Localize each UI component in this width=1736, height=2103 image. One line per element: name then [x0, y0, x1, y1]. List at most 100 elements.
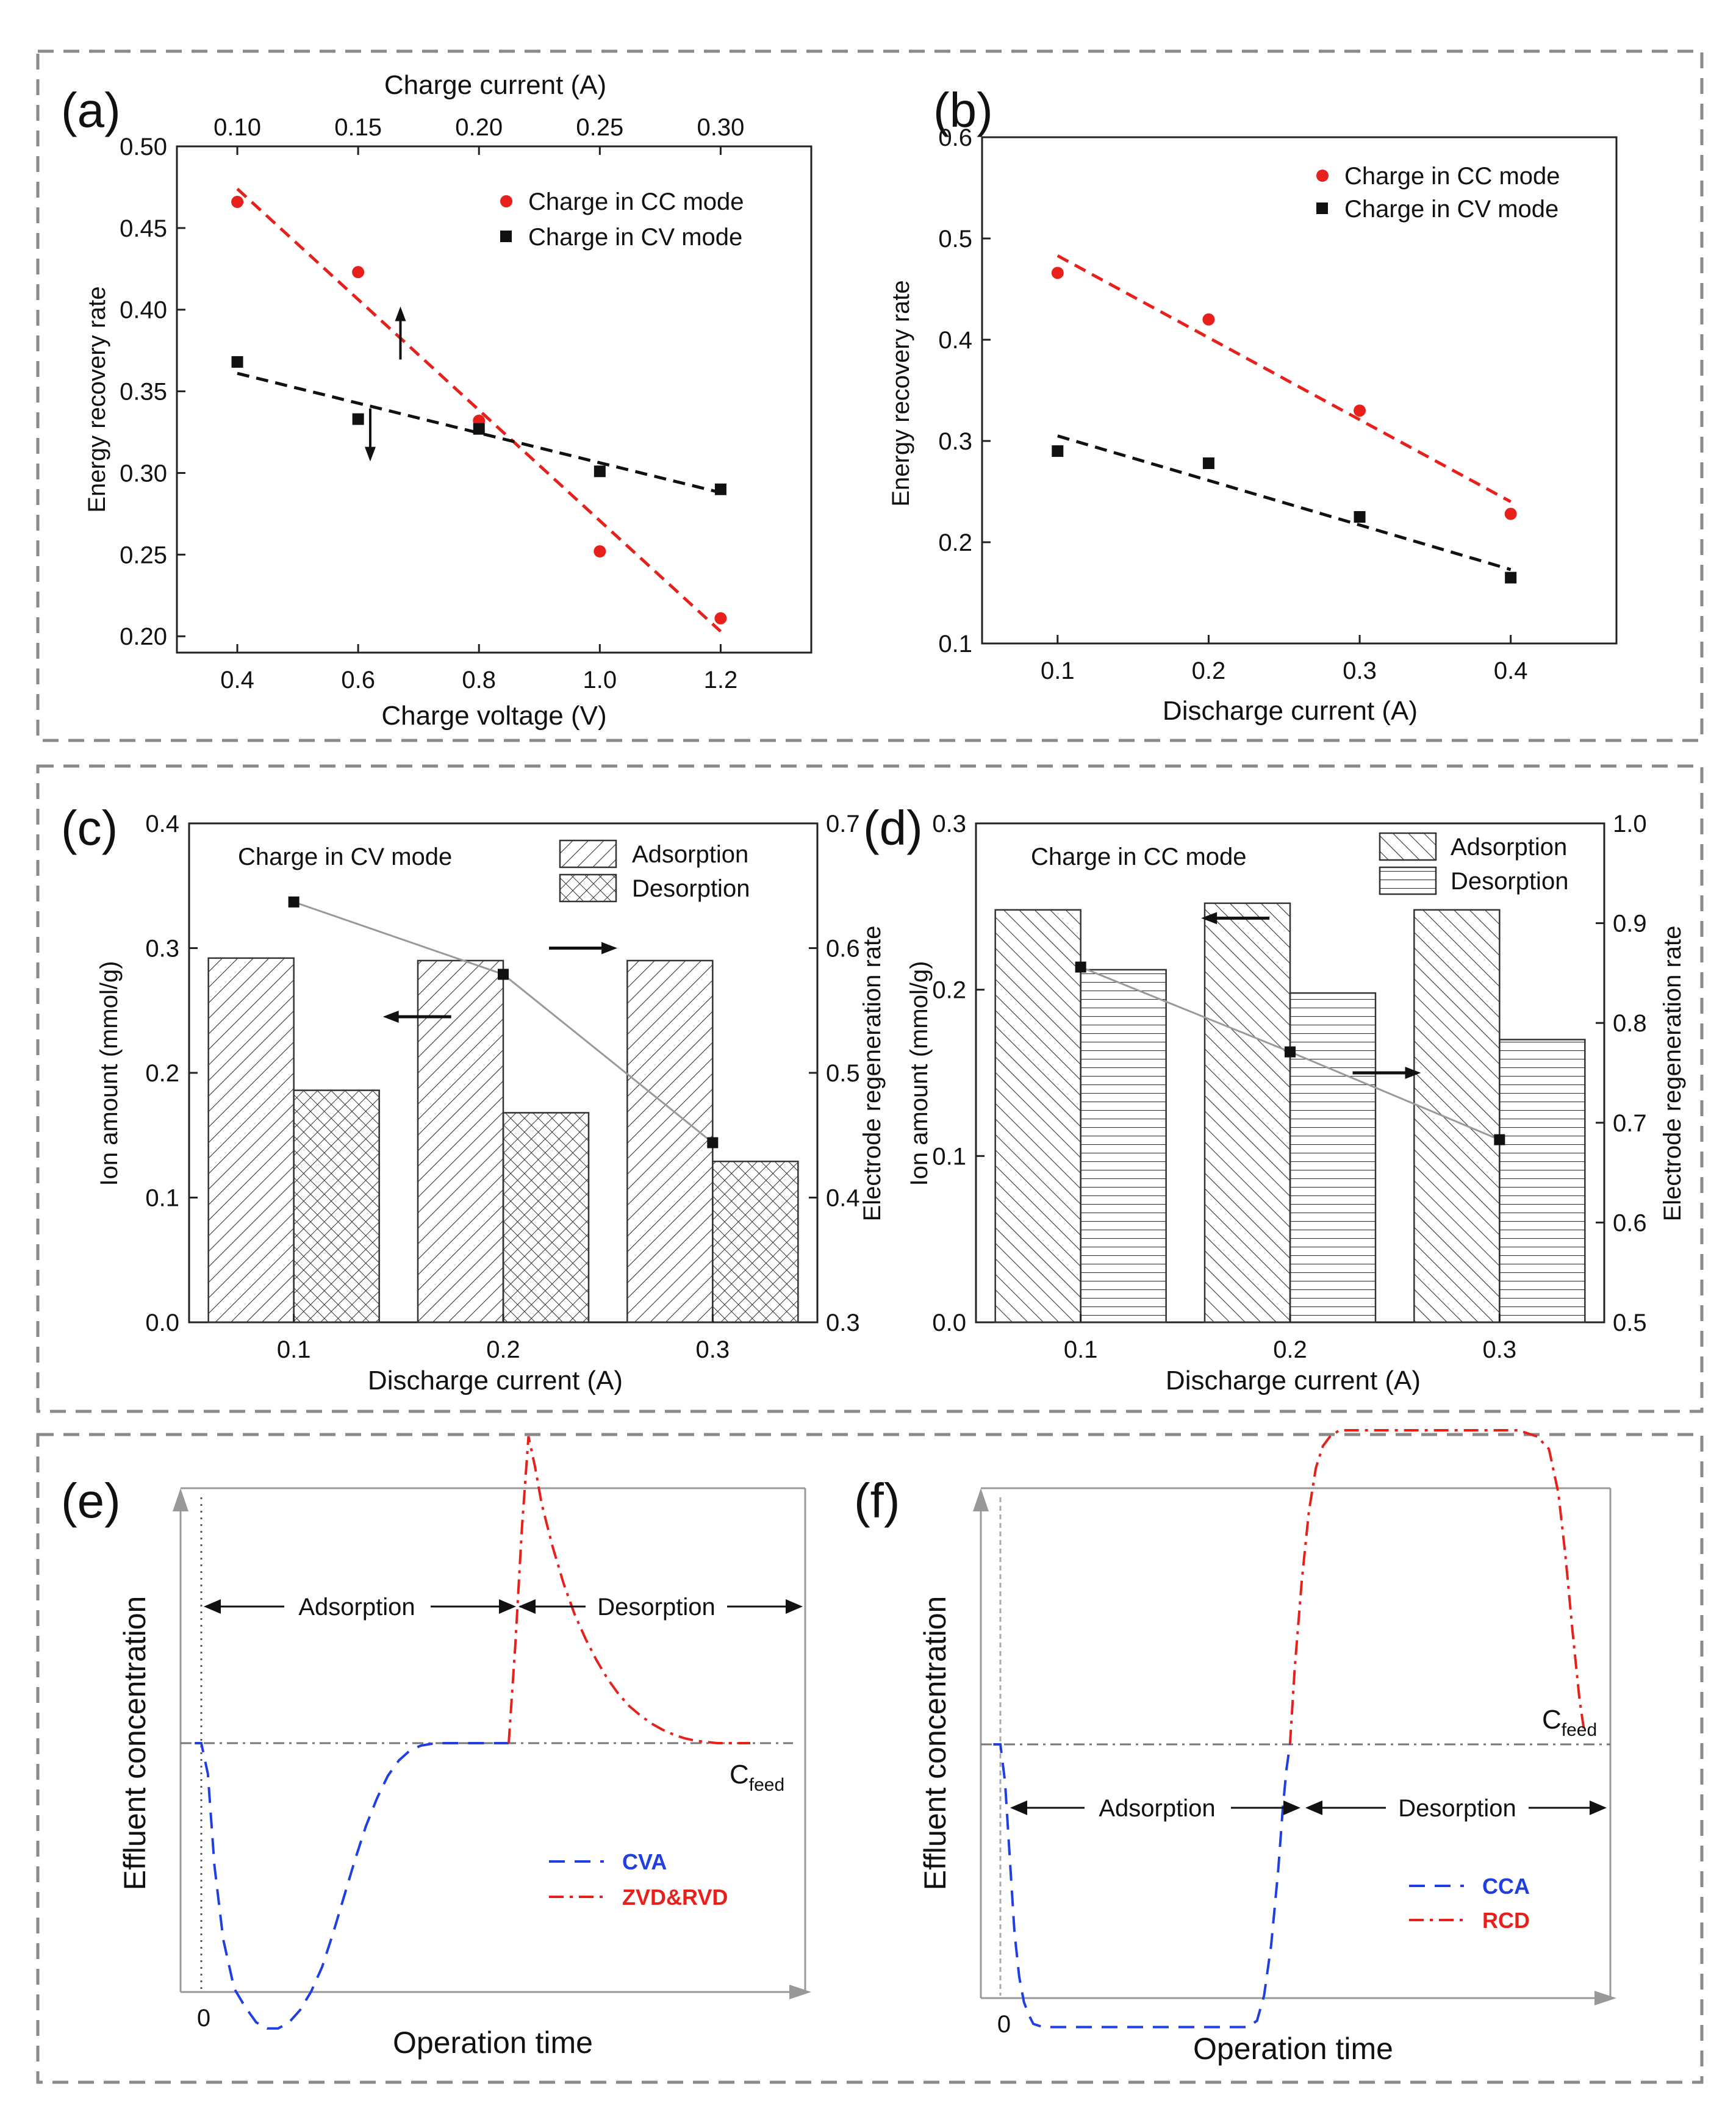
y-tick-label: 0.2 [932, 977, 966, 1004]
x-tick-label: 1.0 [583, 667, 617, 693]
panel-f-x-axis-title: Operation time [1193, 2032, 1393, 2066]
frame-cd [36, 764, 1704, 1413]
x-tick-label: 0.2 [1273, 1336, 1307, 1363]
panel-b-x-axis-title: Discharge current (A) [1163, 696, 1418, 726]
data-point-cc [1202, 313, 1215, 326]
x-tick-label: 0.6 [341, 667, 375, 693]
y-tick-label: 0.0 [932, 1309, 966, 1336]
regeneration-rate-point [288, 896, 299, 908]
y-tick-label: 0.3 [145, 936, 179, 962]
panel-c: (c) 0.0 0.1 0.2 0.3 0.4 0.3 0.4 0.5 0.6 0.7 0.1 0… [61, 801, 886, 1395]
panel-e-origin-label: 0 [197, 2005, 210, 2032]
phase-label-bg [1085, 1791, 1231, 1825]
panel-a-x-axis-title: Charge voltage (V) [381, 701, 606, 731]
panel-b-legend: Charge in CC mode Charge in CV mode [1316, 163, 1560, 223]
panel-b-plot-area [981, 136, 1618, 645]
panel-e-phase-arrows: Adsorption Desorption [204, 1589, 803, 1624]
bar-adsorption [1413, 909, 1501, 1324]
panel-f-phase-arrows: Adsorption Desorption [1010, 1791, 1607, 1825]
data-point-cv [473, 423, 485, 435]
bar-desorption [712, 1160, 799, 1324]
phase-label-desorption: Desorption [597, 1594, 715, 1621]
phase-label-bg [1386, 1791, 1529, 1825]
bar-desorption [502, 1112, 590, 1324]
bar-adsorption [994, 909, 1081, 1324]
panel-d-label: (d) [863, 801, 923, 855]
regeneration-rate-point [498, 969, 509, 980]
bar-adsorption [626, 959, 714, 1324]
data-point-cv [1505, 571, 1517, 584]
phase-arrowhead-mid [499, 1599, 516, 1614]
x-tick-label: 1.2 [704, 667, 738, 693]
y-tick-label: 0.6 [938, 124, 972, 151]
data-point-cv [1354, 511, 1366, 523]
regeneration-rate-point [1494, 1134, 1505, 1145]
fit-line-cv [1057, 434, 1512, 571]
data-point-cc [1354, 404, 1366, 417]
fit-line-cc [236, 187, 722, 633]
x-tick-label: 0.3 [1343, 657, 1377, 684]
panel-e: (e) Adsorption Desorption Cfeed CVA ZVD&… [61, 1436, 811, 2060]
y-tick-label-right: 0.6 [826, 936, 860, 962]
panel-f-label: (f) [854, 1474, 900, 1528]
data-point-cc [231, 196, 244, 209]
fit-line-cv [237, 371, 722, 495]
panel-d: (d) 0.0 0.1 0.2 0.3 0.5 0.6 0.7 0.8 0.9 1.0 0.1 0… [863, 801, 1686, 1395]
legend-label-adsorption: Adsorption [1451, 834, 1567, 861]
y-tick-label: 0.30 [120, 460, 167, 487]
bar-desorption [1289, 992, 1377, 1324]
bar-adsorption [207, 957, 295, 1324]
panel-f-x-axis-arrowhead [1594, 1991, 1616, 2005]
y-tick-label: 0.3 [938, 428, 972, 455]
phase-arrowhead-right [786, 1599, 803, 1614]
panel-d-y-axis-title-right: Electrode regeneration rate [1659, 926, 1686, 1222]
legend-marker-cc [1316, 170, 1329, 182]
panel-d-y-axis-title: Ion amount (mmol/g) [906, 961, 933, 1186]
panel-a-y-axis-title: Energy recovery rate [84, 286, 110, 512]
x-tick-label: 0.1 [1064, 1336, 1098, 1363]
y-tick-label: 0.2 [938, 529, 972, 556]
phase-arrowhead-right [1590, 1800, 1607, 1815]
feed-label-subscript: feed [1562, 1720, 1597, 1740]
data-point-cv [1202, 457, 1214, 470]
legend-swatch-adsorption [559, 839, 617, 869]
data-point-cc [352, 266, 365, 279]
curve-zvd-rvd [508, 1436, 750, 1744]
legend-label-adsorption: Adsorption [632, 841, 748, 868]
panel-d-inset-title: Charge in CC mode [1031, 844, 1247, 870]
data-point-cc [594, 545, 606, 557]
bar-desorption [293, 1089, 380, 1324]
panel-e-feed-label: Cfeed [730, 1760, 784, 1795]
phase-label-bg [284, 1589, 431, 1624]
y-tick-label-right: 0.3 [826, 1309, 860, 1336]
panel-f-feed-label: Cfeed [1542, 1705, 1597, 1740]
panel-d-x-axis-title: Discharge current (A) [1166, 1366, 1421, 1395]
feed-label-c: C [730, 1760, 749, 1790]
y-tick-label: 0.20 [120, 623, 167, 650]
panel-a-plot-area [176, 145, 812, 654]
top-tick-label: 0.25 [576, 114, 623, 141]
axis-arrowhead [395, 306, 406, 321]
bar-desorption [1499, 1039, 1586, 1324]
legend-marker-cc [500, 195, 512, 207]
regeneration-rate-point [707, 1137, 719, 1148]
top-tick-label: 0.20 [455, 114, 503, 141]
panel-f-origin-label: 0 [997, 2011, 1011, 2038]
data-point-cc [1504, 507, 1517, 520]
bar-adsorption [1203, 902, 1291, 1324]
phase-arrowhead-left [1010, 1800, 1027, 1815]
panel-f: (f) Adsorption Desorption Cfeed CCA RCD [854, 1429, 1616, 2066]
frame-ef [36, 1433, 1704, 2084]
panel-a-label: (a) [61, 83, 121, 137]
data-point-cv [1052, 445, 1064, 457]
y-tick-label: 0.0 [145, 1309, 179, 1336]
y-tick-label: 0.45 [120, 215, 167, 242]
panel-e-y-axis-title: Effluent concentration [118, 1596, 152, 1891]
phase-arrowhead-mid2 [1305, 1800, 1322, 1815]
y-tick-label: 0.4 [145, 811, 179, 837]
x-tick-label: 0.3 [1483, 1336, 1517, 1363]
feed-label-c: C [1542, 1705, 1562, 1735]
x-tick-label: 0.1 [1041, 657, 1075, 684]
y-tick-label: 0.25 [120, 542, 167, 568]
x-tick-label: 0.4 [220, 667, 254, 693]
